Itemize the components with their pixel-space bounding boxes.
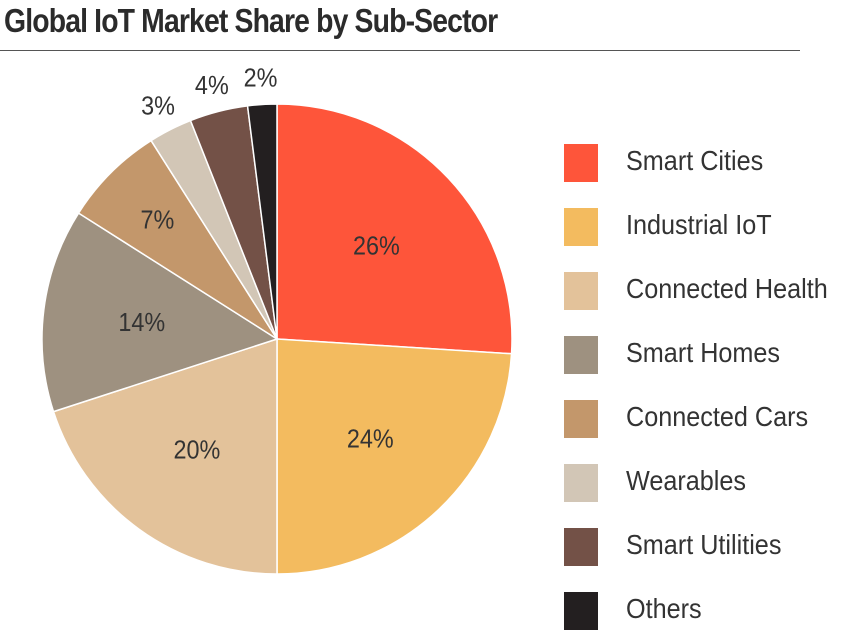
pie-slice-connected-cars [77,139,278,340]
legend-label: Smart Utilities [626,529,782,560]
data-label: 4% [195,72,229,100]
chart-title: Global IoT Market Share by Sub-Sector [4,2,498,39]
legend-swatch [564,592,598,630]
legend-label: Others [626,593,702,624]
data-label: 26% [353,233,400,261]
legend-label: Smart Cities [626,145,764,176]
data-label: 24% [347,425,394,453]
data-label: 14% [118,309,165,337]
data-label: 7% [140,206,174,234]
legend-swatch [564,272,598,310]
pie-slice-smart-cities [276,103,513,355]
legend-swatch [564,528,598,566]
pie-slice-smart-homes [41,212,279,413]
data-label: 20% [173,436,220,464]
pie-slice-industrial-iot [276,338,513,575]
legend-label: Connected Cars [626,401,809,432]
legend-label: Connected Health [626,273,828,304]
pie-chart: 26% 24% 20% 14% 7% 3% 4% 2% [41,64,513,575]
legend-label: Smart Homes [626,337,781,368]
pie-slice-others [246,103,278,340]
legend-swatch [564,336,598,374]
title-divider [0,50,800,51]
legend-swatch [564,144,598,182]
pie-slice-connected-health [52,337,278,575]
legend-swatch [564,208,598,246]
data-label: 2% [244,64,278,92]
legend-swatch [564,464,598,502]
data-label: 3% [141,92,175,120]
legend-label: Industrial IoT [626,209,772,240]
legend-swatch [564,400,598,438]
legend-label: Wearables [626,465,746,496]
